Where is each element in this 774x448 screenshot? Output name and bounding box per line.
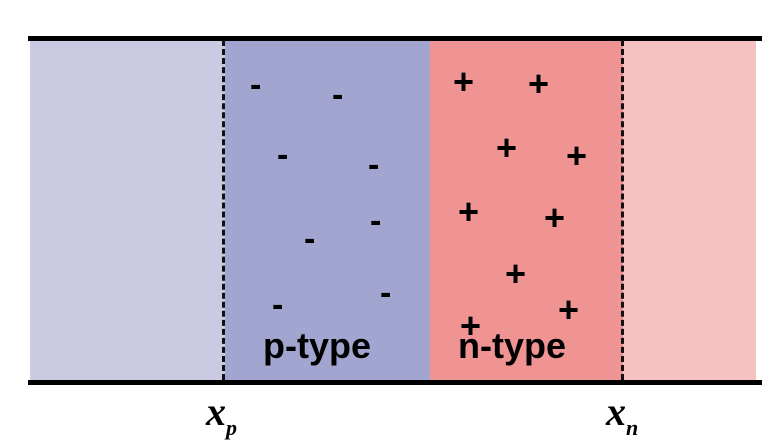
negative-charge: - — [380, 274, 392, 312]
xn-dashed-boundary — [621, 40, 624, 380]
xn-subscript: n — [626, 415, 639, 440]
xp-symbol: x — [206, 389, 226, 434]
positive-charge: + — [496, 127, 518, 168]
xp-subscript: p — [226, 415, 237, 440]
positive-charge: + — [544, 197, 566, 238]
negative-charge: - — [277, 136, 289, 174]
xn-symbol: x — [606, 389, 626, 434]
bottom-boundary-line — [28, 380, 762, 385]
positive-charge: + — [505, 253, 527, 294]
positive-charge: + — [566, 135, 588, 176]
n-neutral-region — [623, 40, 756, 382]
positive-charge: + — [453, 61, 475, 102]
xp-position-label: xp — [206, 392, 237, 439]
negative-charge: - — [304, 220, 316, 258]
xp-dashed-boundary — [222, 40, 225, 380]
positive-charge: + — [460, 305, 482, 346]
negative-charge: - — [272, 286, 284, 324]
n-type-label: n-type — [458, 325, 566, 366]
negative-charge: - — [250, 66, 262, 104]
top-boundary-line — [28, 36, 762, 41]
p-type-label: p-type — [263, 325, 371, 366]
negative-charge: - — [368, 146, 380, 184]
xn-position-label: xn — [606, 392, 638, 439]
positive-charge: + — [528, 63, 550, 104]
p-neutral-region — [30, 40, 225, 382]
positive-charge: + — [458, 191, 480, 232]
negative-charge: - — [370, 202, 382, 240]
p-depletion-region — [225, 40, 430, 382]
positive-charge: + — [558, 289, 580, 330]
n-depletion-region — [430, 40, 623, 382]
negative-charge: - — [332, 76, 344, 114]
